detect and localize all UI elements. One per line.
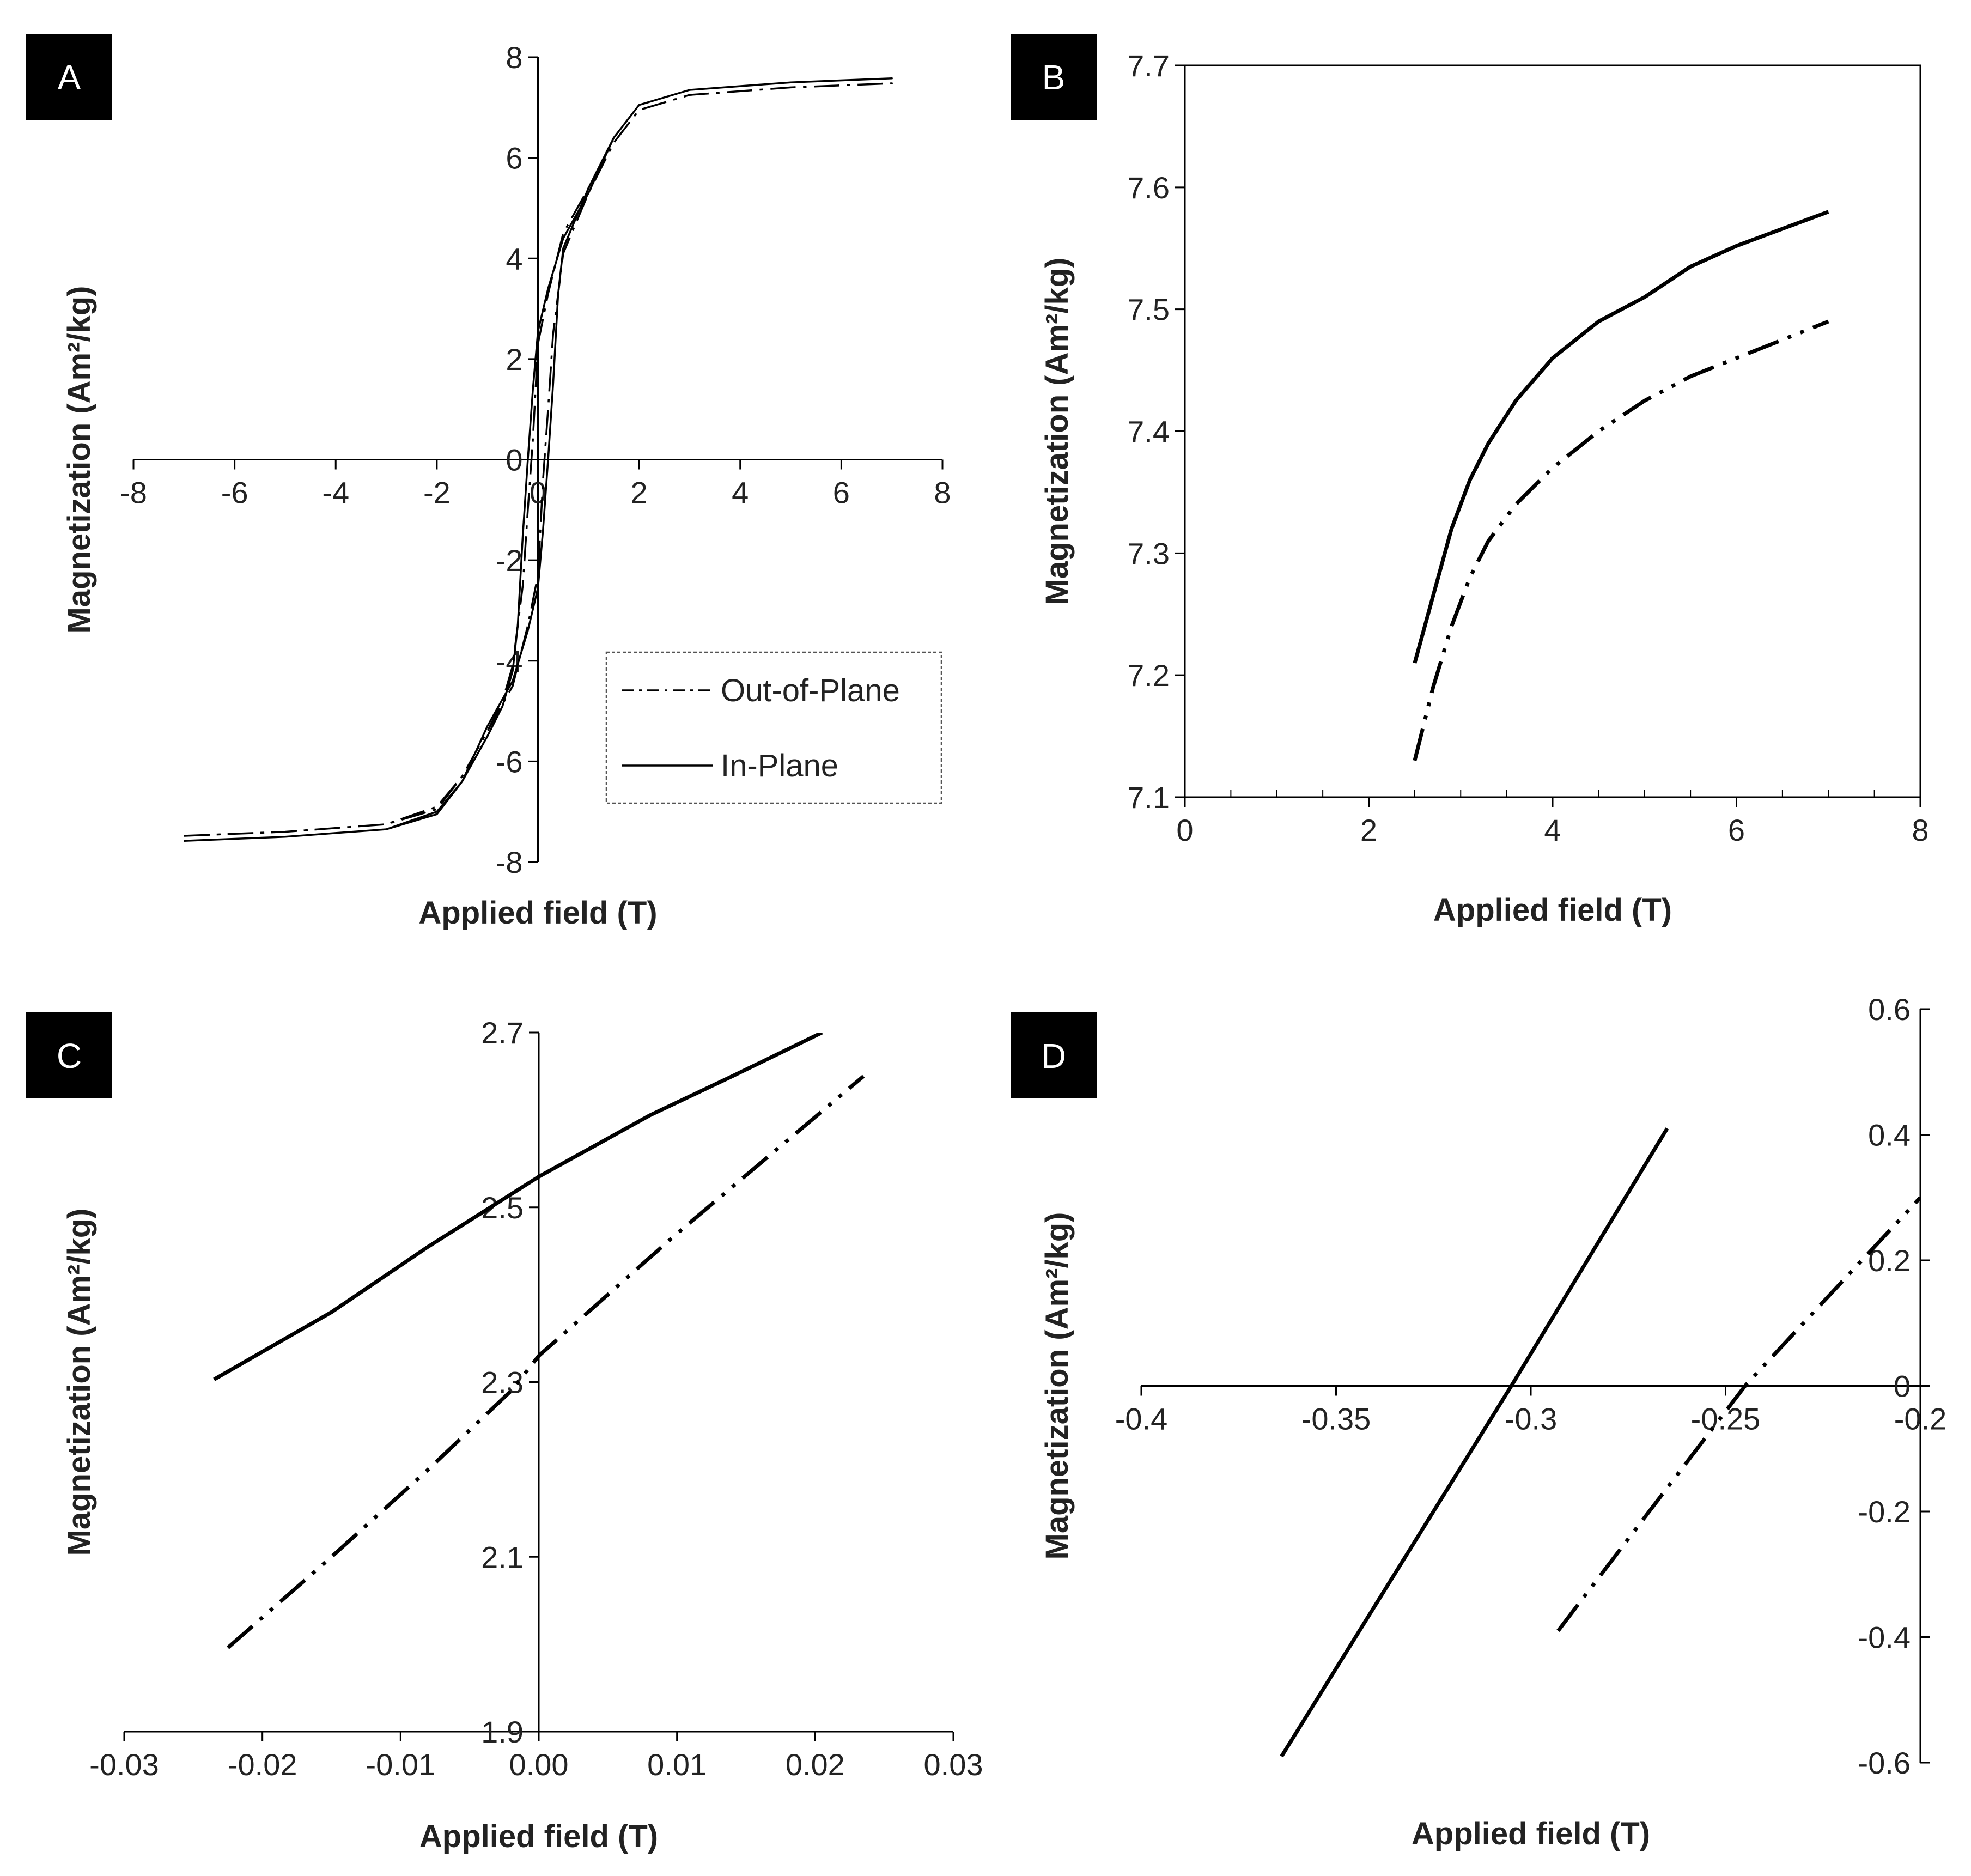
x-axis-title: Applied field (T) (1433, 893, 1672, 928)
series-out-of-plane (1413, 319, 1829, 761)
y-tick-label: 2 (506, 342, 522, 377)
y-axis-title: Magnetization (Am²/kg) (62, 286, 97, 634)
x-axis-title: Applied field (T) (419, 1819, 658, 1854)
panel-c: -0.03 -0.02 -0.01 0.00 0.01 0.02 0.031.92.12.3… (26, 1012, 983, 1854)
panel-letter: A (58, 58, 81, 97)
panel-badge (26, 1012, 112, 1098)
y-tick-label: -2 (496, 543, 523, 578)
panel-badge (1011, 1012, 1097, 1098)
panel-letter: B (1042, 58, 1066, 97)
panel-b: 0 2 4 6 8 7.1 7.2 7.3 7.4 7.5 7.6 7.7 Applied field … (1011, 34, 1929, 928)
series-in-plane (1413, 210, 1829, 664)
x-tick-label: -4 (322, 476, 349, 510)
legend-label: Out-of-Plane (721, 673, 900, 708)
panel-letter: D (1041, 1036, 1066, 1076)
x-tick-label: 0 (1176, 813, 1193, 847)
y-tick-label: 8 (506, 40, 522, 75)
x-tick-label: -0.25 (1691, 1402, 1761, 1436)
y-tick-label: 7.6 (1127, 171, 1170, 205)
x-tick-label: 0.01 (647, 1747, 707, 1782)
y-tick-label: 0.6 (1868, 992, 1911, 1027)
x-tick-label: -0.01 (366, 1747, 436, 1782)
panel-badge (1011, 34, 1097, 120)
x-tick-label: 4 (732, 476, 749, 510)
legend-label: In-Plane (721, 748, 838, 784)
y-tick-label: 1.9 (481, 1715, 524, 1749)
y-tick-label: -0.6 (1858, 1746, 1911, 1780)
series-out-of-plane (1556, 1196, 1920, 1632)
x-tick-label: 6 (1728, 813, 1745, 847)
y-tick-label: 0.2 (1868, 1243, 1911, 1278)
x-tick-label: -8 (120, 476, 147, 510)
x-tick-label: 0.00 (509, 1747, 569, 1782)
x-tick-label: 0.03 (924, 1747, 983, 1782)
panel-letter: C (57, 1036, 82, 1076)
y-axis-title: Magnetization (Am²/kg) (1039, 1212, 1075, 1560)
plot-frame (1184, 64, 1921, 798)
x-tick-label: 4 (1544, 813, 1561, 847)
y-tick-label: 6 (506, 141, 522, 175)
panel-badge (26, 34, 112, 120)
y-tick-label: 7.4 (1127, 415, 1170, 449)
x-tick-label: 0 (530, 476, 546, 510)
series-in-plane (184, 77, 893, 842)
y-tick-label: -6 (496, 744, 523, 779)
x-tick-label: -0.03 (89, 1747, 159, 1782)
y-tick-label: 0 (1894, 1369, 1911, 1404)
y-tick-label: 0 (506, 443, 522, 477)
y-axis-title: Magnetization (Am²/kg) (62, 1209, 97, 1556)
x-tick-label: -0.3 (1505, 1402, 1558, 1436)
x-tick-label: 8 (1912, 813, 1929, 847)
x-tick-label: -0.4 (1115, 1402, 1168, 1436)
x-tick-label: 2 (1360, 813, 1377, 847)
x-axis-title: Applied field (T) (1412, 1816, 1650, 1851)
y-tick-label: 2.7 (481, 1016, 524, 1050)
y-tick-label: -8 (496, 845, 523, 879)
y-tick-label: 7.5 (1127, 293, 1170, 327)
x-tick-label: -0.35 (1301, 1402, 1371, 1436)
y-tick-label: 2.1 (481, 1540, 524, 1574)
x-tick-label: 8 (934, 476, 951, 510)
y-tick-label: 7.3 (1127, 536, 1170, 570)
series-out-of-plane (184, 82, 893, 837)
series-in-plane (213, 1033, 823, 1381)
x-tick-label: -2 (423, 476, 451, 510)
legend-box (605, 651, 942, 804)
x-tick-label: -0.2 (1894, 1402, 1947, 1436)
y-tick-label: -0.4 (1858, 1620, 1911, 1655)
x-tick-label: 2 (631, 476, 648, 510)
y-tick-label: 0.4 (1868, 1118, 1911, 1152)
legend: Out-of-Plane In-Plane (605, 651, 942, 804)
y-tick-label: 7.7 (1127, 48, 1170, 83)
x-tick-label: -6 (221, 476, 248, 510)
x-tick-label: -0.02 (228, 1747, 297, 1782)
y-tick-label: 7.2 (1127, 658, 1170, 693)
series-out-of-plane (226, 1074, 865, 1649)
y-axis-title: Magnetization (Am²/kg) (1039, 258, 1075, 605)
x-tick-label: 6 (833, 476, 850, 510)
x-tick-label: 0.02 (786, 1747, 845, 1782)
series-in-plane (1280, 1127, 1669, 1758)
panel-d: -0.4 -0.35 -0.3 -0.25 -0.2-0.6-0.4-0.200.20.… (1011, 992, 1946, 1851)
y-tick-label: 7.1 (1127, 780, 1170, 815)
y-tick-label: 4 (506, 241, 522, 276)
y-tick-label: -0.2 (1858, 1495, 1911, 1529)
x-axis-title: Applied field (T) (418, 895, 657, 931)
